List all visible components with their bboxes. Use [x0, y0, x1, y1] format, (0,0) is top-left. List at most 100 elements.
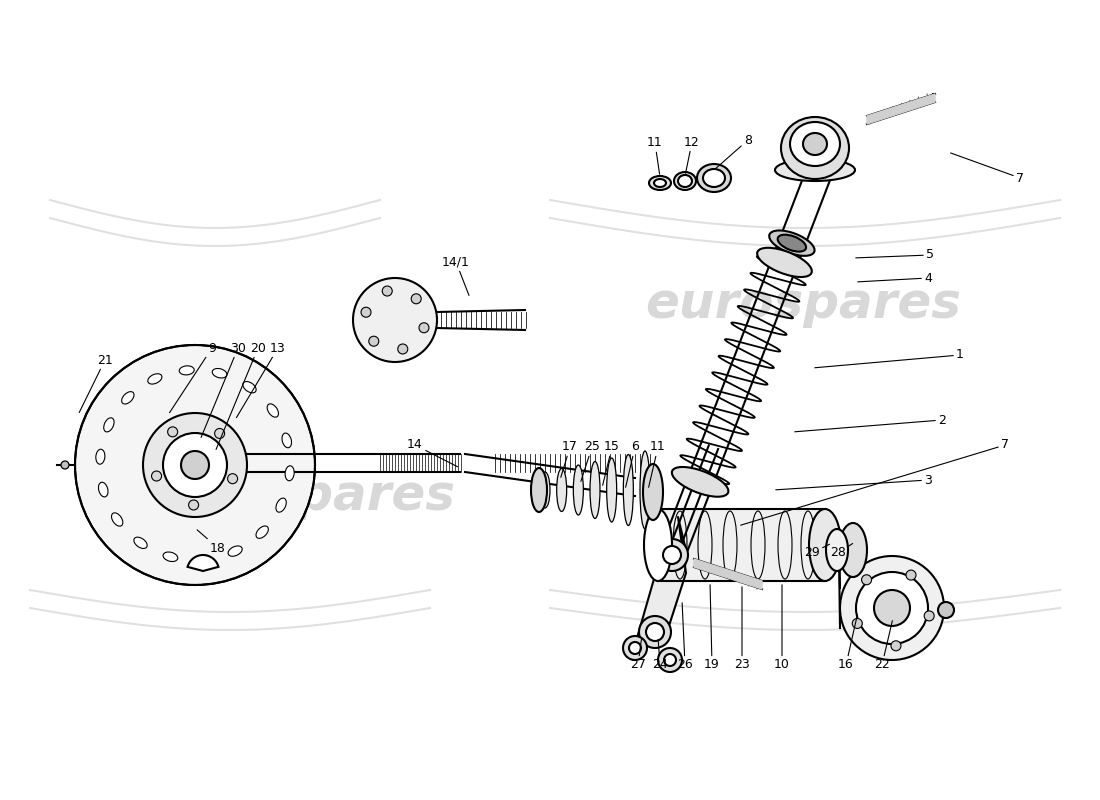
Circle shape: [840, 556, 944, 660]
Ellipse shape: [778, 234, 806, 252]
Circle shape: [182, 451, 209, 479]
Circle shape: [891, 641, 901, 650]
Ellipse shape: [103, 418, 114, 432]
Ellipse shape: [99, 482, 108, 497]
Circle shape: [152, 471, 162, 481]
Ellipse shape: [839, 523, 867, 577]
Text: 7: 7: [740, 438, 1009, 525]
Ellipse shape: [808, 509, 842, 581]
Circle shape: [856, 572, 928, 644]
Circle shape: [419, 322, 429, 333]
Circle shape: [368, 336, 378, 346]
Ellipse shape: [147, 374, 162, 384]
Circle shape: [228, 474, 238, 484]
Circle shape: [639, 616, 671, 648]
Ellipse shape: [256, 526, 268, 538]
Ellipse shape: [640, 451, 650, 529]
Ellipse shape: [697, 164, 732, 192]
Ellipse shape: [179, 366, 195, 375]
Ellipse shape: [540, 472, 550, 508]
Ellipse shape: [557, 469, 566, 511]
Ellipse shape: [757, 248, 812, 277]
Text: eurospares: eurospares: [645, 280, 961, 328]
Circle shape: [938, 602, 954, 618]
Text: 12: 12: [684, 135, 700, 174]
Ellipse shape: [624, 454, 634, 526]
Text: 9: 9: [169, 342, 216, 413]
Circle shape: [167, 427, 177, 437]
Circle shape: [623, 636, 647, 660]
Circle shape: [382, 286, 393, 296]
Polygon shape: [867, 94, 935, 124]
Text: 4: 4: [858, 271, 932, 285]
Circle shape: [75, 345, 315, 585]
Text: 14/1: 14/1: [442, 255, 470, 295]
Text: 25: 25: [581, 441, 600, 482]
Ellipse shape: [607, 458, 617, 522]
Polygon shape: [637, 517, 686, 638]
Circle shape: [353, 278, 437, 362]
Text: 14: 14: [407, 438, 458, 466]
Ellipse shape: [573, 465, 583, 515]
Text: 20: 20: [216, 342, 266, 450]
Circle shape: [60, 461, 69, 469]
Text: 10: 10: [774, 585, 790, 671]
Text: 22: 22: [874, 621, 892, 671]
Ellipse shape: [644, 509, 672, 581]
Ellipse shape: [644, 464, 663, 520]
Circle shape: [861, 574, 871, 585]
Text: 5: 5: [856, 249, 934, 262]
Text: 18: 18: [197, 530, 226, 554]
Circle shape: [163, 433, 227, 497]
Circle shape: [664, 654, 676, 666]
Ellipse shape: [228, 546, 242, 556]
Circle shape: [188, 500, 199, 510]
Ellipse shape: [111, 513, 123, 526]
Ellipse shape: [96, 450, 104, 464]
Text: 27: 27: [630, 638, 646, 671]
Polygon shape: [658, 509, 825, 581]
Text: 3: 3: [776, 474, 932, 490]
Ellipse shape: [163, 552, 178, 562]
Ellipse shape: [276, 498, 286, 512]
Circle shape: [658, 648, 682, 672]
Circle shape: [143, 413, 248, 517]
Ellipse shape: [531, 468, 547, 512]
Text: 21: 21: [79, 354, 113, 413]
Ellipse shape: [769, 230, 815, 256]
Ellipse shape: [781, 117, 849, 179]
Text: 11: 11: [649, 441, 666, 487]
Circle shape: [874, 590, 910, 626]
Circle shape: [411, 294, 421, 304]
Ellipse shape: [776, 159, 855, 181]
Ellipse shape: [674, 172, 696, 190]
Circle shape: [924, 611, 934, 621]
Text: 30: 30: [201, 342, 246, 438]
Ellipse shape: [703, 169, 725, 187]
Ellipse shape: [212, 369, 227, 378]
Ellipse shape: [803, 133, 827, 155]
Polygon shape: [694, 559, 762, 589]
Text: 28: 28: [830, 543, 852, 559]
Text: 6: 6: [626, 441, 639, 487]
Text: 19: 19: [704, 585, 719, 671]
Text: 24: 24: [652, 640, 668, 671]
Ellipse shape: [285, 466, 294, 481]
Ellipse shape: [267, 404, 278, 417]
Circle shape: [852, 618, 862, 629]
Ellipse shape: [654, 179, 666, 187]
Circle shape: [646, 623, 664, 641]
Ellipse shape: [649, 176, 671, 190]
Circle shape: [906, 570, 916, 580]
Text: eurospares: eurospares: [139, 472, 455, 520]
Ellipse shape: [134, 537, 147, 549]
Ellipse shape: [122, 392, 134, 404]
Ellipse shape: [282, 433, 292, 448]
Ellipse shape: [790, 122, 840, 166]
Circle shape: [656, 539, 688, 571]
Text: 11: 11: [647, 137, 663, 174]
Circle shape: [629, 642, 641, 654]
Ellipse shape: [590, 462, 600, 518]
Wedge shape: [187, 555, 219, 571]
Text: 7: 7: [950, 153, 1024, 185]
